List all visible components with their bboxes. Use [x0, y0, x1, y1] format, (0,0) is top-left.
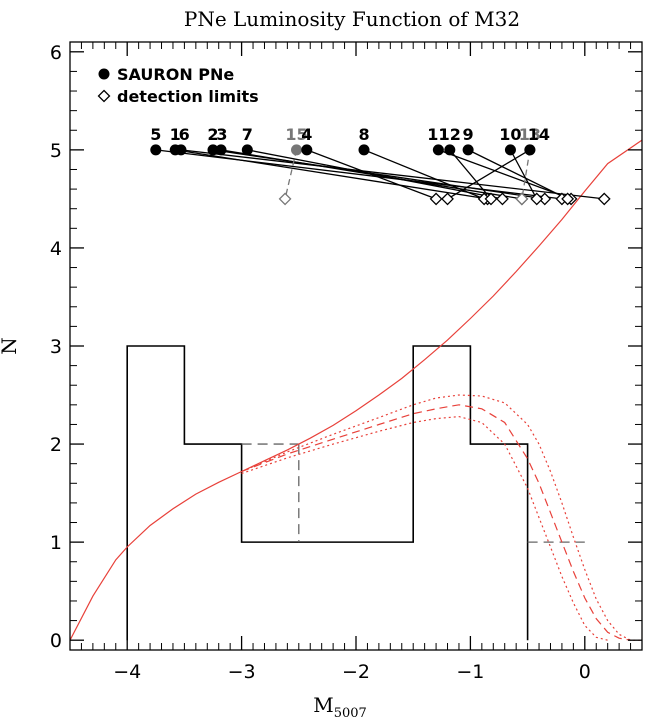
limit-diamond-4 [429, 192, 443, 206]
pn-point-6 [175, 144, 187, 156]
pn-point-3 [215, 144, 227, 156]
pn-point-10 [504, 144, 516, 156]
pn-point-8 [358, 144, 370, 156]
pn-point-9 [462, 144, 474, 156]
curve-dashed [241, 404, 631, 641]
y-tick-label-5: 5 [50, 140, 62, 162]
x-tick-label--1: −1 [456, 661, 484, 683]
limit-diamond-10 [530, 192, 544, 206]
pn-label-13: 13 [519, 125, 541, 144]
x-tick-label-0: 0 [579, 661, 591, 683]
limit-diamond-6 [597, 192, 611, 206]
pn-connector-4 [306, 149, 437, 200]
pn-label-2: 2 [207, 125, 218, 144]
pn-label-10: 10 [499, 125, 521, 144]
limit-diamond-14 [441, 192, 454, 206]
curve-dotted-lower [241, 415, 608, 641]
limit-diamond-7 [496, 192, 509, 206]
pn-point-2 [207, 144, 219, 156]
x-tick-label--3: −3 [228, 661, 256, 683]
pn-connector-12 [449, 149, 492, 200]
pn-connector-9 [467, 149, 568, 200]
pn-connector-7 [247, 149, 503, 200]
pn-connector-10 [509, 149, 538, 200]
y-axis-label: N [0, 337, 21, 355]
x-axis-label: M5007 [313, 693, 367, 721]
pn-point-4 [301, 144, 313, 156]
legend: SAURON PNe detection limits [97, 65, 259, 106]
chart-title: PNe Luminosity Function of M32 [184, 7, 520, 31]
pn-connector-5 [155, 149, 562, 200]
y-tick-label-0: 0 [50, 630, 62, 652]
y-tick-label-4: 4 [50, 238, 62, 260]
pn-connector-13 [521, 149, 531, 200]
pn-label-14: 14 [528, 125, 550, 144]
x-tick-label--2: −2 [342, 661, 370, 683]
pn-connector-15 [284, 149, 298, 200]
pn-point-11 [432, 144, 444, 156]
y-tick-label-3: 3 [50, 336, 62, 358]
pn-connector-11 [438, 149, 572, 200]
pn-label-9: 9 [463, 125, 474, 144]
pn-label-11: 11 [427, 125, 449, 144]
pn-label-4: 4 [301, 125, 312, 144]
y-tick-label-2: 2 [50, 434, 62, 456]
x-tick-label--4: −4 [113, 661, 141, 683]
legend-marker-filled-circle [98, 68, 110, 80]
legend-marker-open-diamond [97, 89, 111, 103]
pn-point-15 [291, 144, 303, 156]
histogram-solid [126, 345, 529, 641]
y-tick-label-1: 1 [50, 532, 62, 554]
pn-label-8: 8 [358, 125, 369, 144]
pn-label-15: 15 [285, 125, 307, 144]
pn-label-1: 1 [170, 125, 181, 144]
histogram-dashed-bin-0 [241, 443, 300, 543]
pn-label-12: 12 [439, 125, 461, 144]
legend-label-detection: detection limits [117, 87, 259, 106]
limit-diamond-9 [561, 192, 575, 206]
pn-connector-6 [180, 149, 605, 200]
legend-label-sauron: SAURON PNe [117, 65, 234, 84]
limit-diamond-12 [484, 192, 498, 206]
pn-connector-14 [447, 149, 531, 200]
pn-connector-8 [363, 149, 485, 200]
pn-label-7: 7 [242, 125, 253, 144]
curve-dotted-upper [241, 394, 642, 641]
pn-point-5 [150, 144, 162, 156]
limit-diamond-13 [515, 192, 529, 206]
pn-connector-1 [175, 149, 488, 200]
curve-solid [70, 139, 642, 641]
pn-point-12 [444, 144, 456, 156]
limit-diamond-15 [278, 192, 292, 206]
pn-point-7 [241, 144, 253, 156]
pn-label-5: 5 [150, 125, 161, 144]
y-tick-label-6: 6 [50, 42, 62, 64]
pn-point-14 [524, 144, 536, 156]
pn-label-6: 6 [179, 125, 190, 144]
pn-label-3: 3 [216, 125, 227, 144]
